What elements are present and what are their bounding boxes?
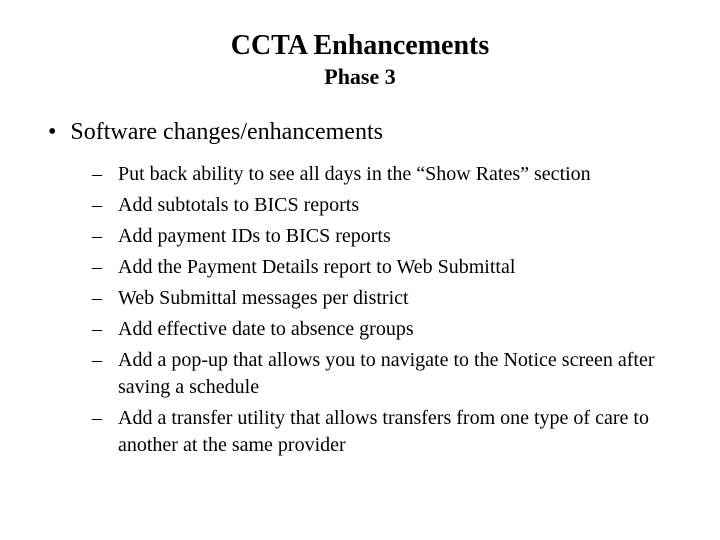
dash-icon: – bbox=[92, 223, 104, 250]
level1-text: Software changes/enhancements bbox=[70, 118, 383, 147]
list-item: – Add effective date to absence groups bbox=[92, 316, 680, 343]
slide-title: CCTA Enhancements bbox=[40, 30, 680, 62]
list-item: – Add the Payment Details report to Web … bbox=[92, 254, 680, 281]
level2-text: Add a transfer utility that allows trans… bbox=[118, 405, 680, 459]
list-item: – Add a transfer utility that allows tra… bbox=[92, 405, 680, 459]
list-item: – Web Submittal messages per district bbox=[92, 285, 680, 312]
level2-text: Add a pop-up that allows you to navigate… bbox=[118, 347, 680, 401]
list-item: – Add payment IDs to BICS reports bbox=[92, 223, 680, 250]
sub-bullet-list: – Put back ability to see all days in th… bbox=[92, 161, 680, 459]
dash-icon: – bbox=[92, 347, 104, 374]
level2-text: Add subtotals to BICS reports bbox=[118, 192, 359, 219]
dash-icon: – bbox=[92, 254, 104, 281]
level2-text: Add payment IDs to BICS reports bbox=[118, 223, 391, 250]
dash-icon: – bbox=[92, 161, 104, 188]
slide-subtitle: Phase 3 bbox=[40, 64, 680, 90]
dash-icon: – bbox=[92, 192, 104, 219]
level2-text: Add effective date to absence groups bbox=[118, 316, 414, 343]
level2-text: Add the Payment Details report to Web Su… bbox=[118, 254, 515, 281]
list-item: – Add a pop-up that allows you to naviga… bbox=[92, 347, 680, 401]
list-item: – Put back ability to see all days in th… bbox=[92, 161, 680, 188]
bullet-dot-icon: • bbox=[48, 118, 56, 147]
level2-text: Web Submittal messages per district bbox=[118, 285, 409, 312]
level2-text: Put back ability to see all days in the … bbox=[118, 161, 591, 188]
dash-icon: – bbox=[92, 316, 104, 343]
list-item: – Add subtotals to BICS reports bbox=[92, 192, 680, 219]
dash-icon: – bbox=[92, 405, 104, 432]
dash-icon: – bbox=[92, 285, 104, 312]
bullet-level1: • Software changes/enhancements bbox=[48, 118, 680, 147]
